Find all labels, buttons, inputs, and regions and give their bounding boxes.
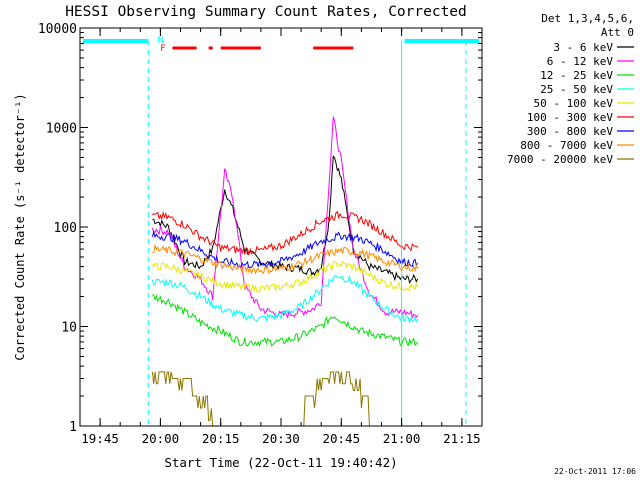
overlay-layer: NF bbox=[83, 36, 479, 426]
annotation-n: N bbox=[157, 36, 164, 46]
x-tick-label: 20:45 bbox=[322, 431, 360, 446]
legend-label-4: 25 - 50 keV bbox=[540, 83, 613, 96]
plot-frame bbox=[79, 27, 483, 427]
y-tick-label: 10000 bbox=[38, 22, 77, 37]
legend-label-2: 6 - 12 keV bbox=[547, 55, 614, 68]
legend-label-8: 800 - 7000 keV bbox=[520, 139, 613, 152]
legend-header-line-1: Det 1,3,4,5,6, bbox=[541, 12, 634, 25]
y-axis-label: Corrected Count Rate (s⁻¹ detector⁻¹) bbox=[13, 93, 27, 360]
legend-label-6: 100 - 300 keV bbox=[527, 111, 613, 124]
series-line-3 bbox=[152, 293, 419, 348]
legend-label-9: 7000 - 20000 keV bbox=[507, 153, 613, 166]
legend-label-3: 12 - 25 keV bbox=[540, 69, 613, 82]
series-line-5 bbox=[151, 260, 419, 293]
footer-date: 22-Oct-2011 17:06 bbox=[554, 467, 636, 476]
annotation-f: F bbox=[160, 44, 165, 54]
x-tick-label: 19:45 bbox=[81, 431, 119, 446]
series-layer bbox=[151, 116, 419, 427]
x-tick-label: 20:30 bbox=[262, 431, 300, 446]
x-tick-label: 21:15 bbox=[443, 431, 481, 446]
series-line-8 bbox=[152, 243, 419, 275]
x-tick-label: 21:00 bbox=[383, 431, 421, 446]
series-line-7 bbox=[151, 230, 419, 269]
legend-label-7: 300 - 800 keV bbox=[527, 125, 613, 138]
legend-header-line-2: Att 0 bbox=[601, 26, 634, 39]
legend-label-5: 50 - 100 keV bbox=[534, 97, 614, 110]
x-tick-label: 20:15 bbox=[202, 431, 240, 446]
series-line-9 bbox=[151, 371, 370, 427]
axis-ticks: 19:45 20:00 20:15 20:30 20:45 21:00 21:15 1 10 10… bbox=[38, 22, 482, 446]
y-tick-label: 1 bbox=[69, 420, 77, 435]
x-tick-label: 20:00 bbox=[142, 431, 180, 446]
series-line-6 bbox=[152, 210, 419, 257]
y-tick-label: 100 bbox=[54, 221, 77, 236]
y-tick-label: 10 bbox=[61, 321, 77, 336]
x-axis-label: Start Time (22-Oct-11 19:40:42) bbox=[164, 455, 397, 470]
chart-title: HESSI Observing Summary Count Rates, Cor… bbox=[65, 4, 467, 20]
series-line-4 bbox=[151, 274, 419, 325]
legend-label-1: 3 - 6 keV bbox=[553, 41, 613, 54]
y-tick-label: 1000 bbox=[46, 122, 77, 137]
series-line-2 bbox=[151, 116, 419, 319]
series-line-1 bbox=[152, 155, 419, 284]
